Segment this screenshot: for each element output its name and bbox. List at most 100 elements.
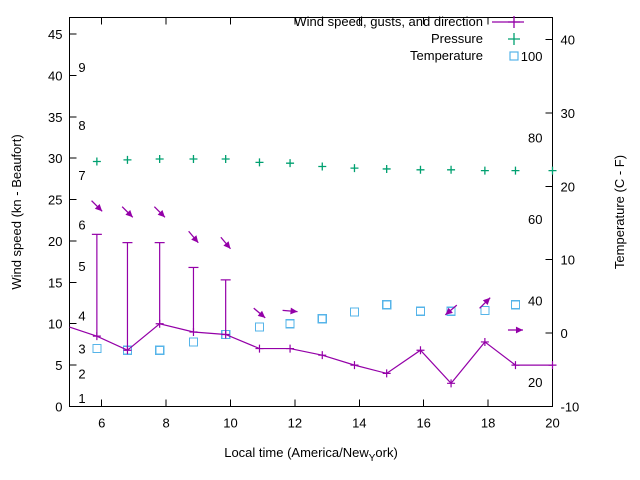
y-tick-label-right: 20 (561, 179, 575, 194)
pressure-point (447, 165, 456, 174)
beaufort-label: 5 (78, 259, 85, 274)
wind-speed-point (318, 351, 327, 360)
temperature-point (285, 319, 295, 329)
pressure-point (155, 155, 164, 164)
series-temperature (92, 300, 521, 355)
beaufort-label: 6 (78, 217, 85, 232)
wind-speed-point (221, 330, 230, 339)
y-axis-left-labels: 0 5 10 15 20 25 30 35 40 45 (48, 27, 62, 414)
x-tick-label: 6 (98, 416, 105, 431)
temperature-point (349, 307, 360, 317)
x-tick-label: 12 (288, 416, 302, 431)
wind-direction-arrowhead (94, 203, 103, 212)
pressure-point (221, 155, 230, 164)
wind-speed-point (480, 337, 489, 346)
legend-marker-wind-plus (508, 16, 520, 28)
series-gust-bars (91, 233, 231, 351)
temperature-point (317, 314, 327, 324)
series-pressure (92, 155, 557, 175)
pressure-point (318, 162, 327, 171)
x-tick-label: 10 (223, 416, 237, 431)
wind-speed-point (511, 361, 520, 370)
wind-speed-point (286, 344, 295, 353)
y-tick-label-left: 20 (48, 234, 62, 249)
legend-label-temperature: Temperature (410, 48, 483, 63)
wind-direction-arrowhead (191, 235, 199, 243)
y-tick-label-right: 30 (561, 106, 575, 121)
wind-speed-point (92, 332, 101, 341)
x-tick-label: 18 (481, 416, 495, 431)
y-axis-left-ticks (69, 33, 77, 407)
temperature-point (382, 300, 392, 310)
wind-speed-point (350, 361, 359, 370)
temperature-point (415, 306, 426, 316)
y-axis-right-ticks (545, 39, 553, 407)
pressure-point (416, 165, 425, 174)
temperature-point (480, 305, 490, 316)
pressure-point (480, 166, 489, 175)
wind-speed-point (123, 346, 132, 355)
pressure-point (382, 164, 391, 173)
y-tick-label-left: 10 (48, 317, 62, 332)
x-axis-labels: 6 8 10 12 14 16 18 20 (98, 416, 560, 431)
y-axis-right-title: Temperature (C - F) (612, 155, 627, 269)
y-axis-right-labels: -10 0 10 20 30 40 (561, 33, 580, 415)
beaufort-label: 2 (78, 366, 85, 381)
y-tick-label-fahrenheit: 100 (521, 49, 543, 64)
wind-speed-point (255, 344, 264, 353)
legend-label-pressure: Pressure (431, 31, 483, 46)
x-tick-label: 14 (352, 416, 366, 431)
wind-direction-arrowhead (157, 209, 165, 218)
y-tick-label-fahrenheit: 40 (528, 293, 542, 308)
beaufort-scale-labels: 1 2 3 4 5 6 7 8 9 (78, 60, 85, 406)
beaufort-label: 8 (78, 118, 85, 133)
wind-direction-arrowhead (257, 310, 266, 318)
wind-speed-point (416, 346, 425, 355)
x-tick-label: 16 (416, 416, 430, 431)
temperature-point (510, 300, 521, 310)
y-tick-label-left: 25 (48, 193, 62, 208)
y-tick-label-left: 45 (48, 27, 62, 42)
temperature-point (254, 322, 265, 332)
wind-direction-arrowhead (482, 297, 491, 306)
pressure-point (511, 166, 520, 175)
wind-speed-point (447, 379, 456, 388)
series-wind-speed (69, 319, 557, 388)
wind-direction-arrowhead (290, 307, 298, 315)
y-tick-label-right: 40 (561, 33, 575, 48)
y-tick-label-left: 15 (48, 275, 62, 290)
y-tick-label-fahrenheit: 80 (528, 130, 542, 145)
pressure-point (350, 164, 359, 173)
plot-frame (69, 17, 553, 407)
temperature-point (155, 345, 165, 355)
y-tick-label-left: 40 (48, 68, 62, 83)
wind-speed-point (155, 319, 164, 328)
pressure-point (123, 155, 132, 164)
y-tick-label-fahrenheit: 60 (528, 212, 542, 227)
wind-direction-arrowhead (223, 241, 231, 249)
x-tick-label: 8 (162, 416, 169, 431)
beaufort-label: 4 (78, 308, 85, 323)
beaufort-label: 9 (78, 60, 85, 75)
pressure-point (286, 159, 295, 168)
y-tick-label-right: 10 (561, 253, 575, 268)
y-tick-label-left: 35 (48, 110, 62, 125)
wind-speed-point (189, 328, 198, 337)
y-axis-left-title: Wind speed (kn - Beaufort) (9, 134, 24, 289)
legend-marker-pressure-plus (508, 33, 520, 45)
pressure-point (255, 158, 264, 167)
x-tick-label: 20 (545, 416, 559, 431)
wind-speed-line (69, 323, 553, 385)
beaufort-label: 7 (78, 168, 85, 183)
y-tick-label-right: 0 (561, 326, 568, 341)
beaufort-label: 1 (78, 391, 85, 406)
x-axis-ticks (101, 17, 553, 407)
legend-marker-temperature-square (509, 51, 519, 61)
pressure-point (189, 155, 198, 164)
wind-direction-arrowhead (515, 326, 523, 334)
y-tick-label-fahrenheit: 20 (528, 375, 542, 390)
chart-legend: Wind speed, gusts, and direction Pressur… (294, 14, 524, 63)
beaufort-label: 3 (78, 342, 85, 357)
